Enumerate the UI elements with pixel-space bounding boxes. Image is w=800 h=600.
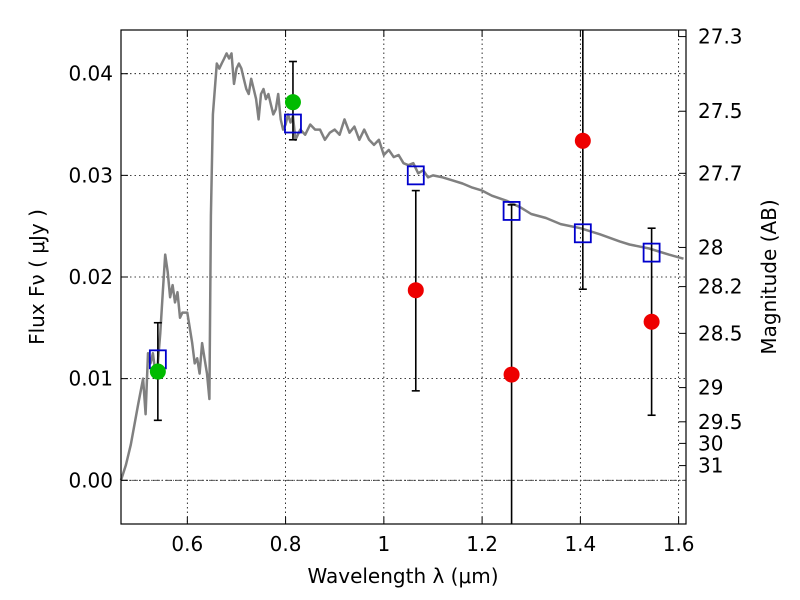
x-tick-label: 1.4 xyxy=(564,532,596,556)
model-square-marker xyxy=(284,113,302,134)
right-tick-label: 30 xyxy=(698,431,723,455)
upper-limit-point xyxy=(407,282,424,299)
model-square-marker xyxy=(502,201,521,221)
y-tick-label: 0.04 xyxy=(68,62,113,86)
x-tick-label: 0.6 xyxy=(171,532,203,556)
plot-background xyxy=(121,30,686,524)
x-tick-label: 0.8 xyxy=(270,532,302,556)
y-tick-label: 0.03 xyxy=(68,163,113,187)
x-tick-label: 1.2 xyxy=(466,532,498,556)
y-tick-label: 0.01 xyxy=(68,367,113,391)
detection-point xyxy=(284,94,301,111)
y-axis-label: Flux Fν ( μJy ) xyxy=(25,209,49,345)
model-square-marker xyxy=(573,223,592,244)
right-tick-label: 29 xyxy=(698,376,723,400)
grid xyxy=(121,30,686,524)
spectrum-line xyxy=(119,52,684,481)
markers xyxy=(148,94,661,383)
right-tick-label: 27.5 xyxy=(698,99,743,123)
y-ticks: 0.00 0.01 0.02 0.03 0.04 xyxy=(68,62,128,492)
right-tick-label: 28.5 xyxy=(698,321,743,345)
spectrum-series xyxy=(119,52,684,481)
upper-limit-point xyxy=(503,366,520,383)
right-axis-label: Magnitude (AB) xyxy=(757,199,781,354)
upper-limit-point xyxy=(574,132,591,149)
right-tick-label: 31 xyxy=(698,454,723,478)
x-tick-label: 1 xyxy=(377,532,390,556)
model-square-marker xyxy=(642,242,661,263)
x-tick-label: 1.6 xyxy=(663,532,695,556)
right-tick-label: 27.7 xyxy=(698,161,743,185)
right-tick-label: 28 xyxy=(698,235,723,259)
right-tick-label: 27.3 xyxy=(698,25,743,49)
x-ticks: 0.6 0.8 1 1.2 1.4 1.6 xyxy=(171,30,695,556)
right-tick-label: 28.2 xyxy=(698,275,743,299)
x-axis-label: Wavelength λ (μm) xyxy=(307,564,498,588)
y-tick-label: 0.00 xyxy=(68,468,113,492)
model-square-marker xyxy=(406,165,425,186)
right-tick-label: 29.5 xyxy=(698,410,743,434)
y-tick-label: 0.02 xyxy=(68,265,113,289)
upper-limit-point xyxy=(643,313,660,330)
detection-point xyxy=(149,363,166,380)
